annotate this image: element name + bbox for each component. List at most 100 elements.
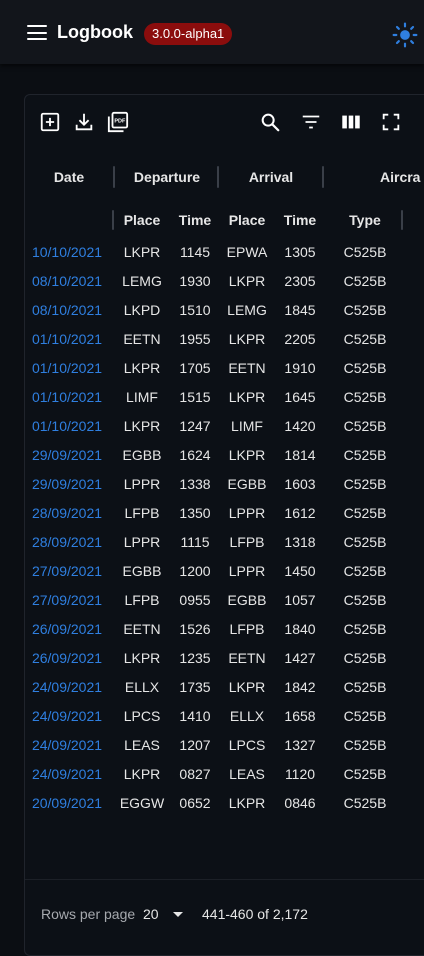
cell-arrival-place: EGBB	[227, 592, 267, 608]
table-row[interactable]: 08/10/2021 LKPD 1510 LEMG 1845 C525B	[25, 296, 424, 325]
version-badge: 3.0.0-alpha1	[144, 23, 233, 45]
rows-per-page-select[interactable]: 20	[143, 906, 159, 922]
table-row[interactable]: 27/09/2021 LFPB 0955 EGBB 1057 C525B	[25, 586, 424, 615]
column-header-departure-time[interactable]: Time	[178, 212, 212, 228]
fullscreen-icon[interactable]	[380, 111, 402, 133]
table-row[interactable]: 26/09/2021 EETN 1526 LFPB 1840 C525B	[25, 615, 424, 644]
cell-date[interactable]: 26/09/2021	[31, 621, 103, 637]
table-row[interactable]: 01/10/2021 LKPR 1247 LIMF 1420 C525B	[25, 412, 424, 441]
cell-date[interactable]: 26/09/2021	[31, 650, 103, 666]
table-row[interactable]: 24/09/2021 ELLX 1735 LKPR 1842 C525B	[25, 673, 424, 702]
sub-header-row: Place Time Place Time Type	[25, 205, 424, 235]
cell-date[interactable]: 27/09/2021	[31, 592, 103, 608]
group-header-row: Date Departure Arrival Aircra	[25, 161, 424, 193]
pdf-icon[interactable]: PDF	[107, 111, 129, 133]
logbook-table-card: PDF Date Departure Arrival Aircra Place …	[24, 94, 424, 956]
cell-date[interactable]: 27/09/2021	[31, 563, 103, 579]
cell-departure-time: 1338	[179, 476, 211, 492]
table-body: 10/10/2021 LKPR 1145 EPWA 1305 C525B 08/10/202…	[25, 238, 424, 818]
column-header-arrival-time[interactable]: Time	[283, 212, 317, 228]
cell-arrival-time: 1845	[284, 302, 316, 318]
cell-departure-time: 1526	[179, 621, 211, 637]
cell-date[interactable]: 24/09/2021	[31, 766, 103, 782]
cell-date[interactable]: 01/10/2021	[31, 389, 103, 405]
cell-date[interactable]: 01/10/2021	[31, 360, 103, 376]
table-row[interactable]: 01/10/2021 EETN 1955 LKPR 2205 C525B	[25, 325, 424, 354]
cell-departure-place: LKPD	[123, 302, 161, 318]
cell-departure-place: LPPR	[123, 534, 161, 550]
cell-arrival-place: LKPR	[228, 389, 266, 405]
table-row[interactable]: 28/09/2021 LFPB 1350 LPPR 1612 C525B	[25, 499, 424, 528]
column-header-departure-place[interactable]: Place	[123, 212, 161, 228]
sun-icon[interactable]	[392, 22, 418, 48]
column-header-arrival[interactable]: Arrival	[248, 169, 294, 185]
cell-aircraft-type: C525B	[343, 563, 387, 579]
cell-aircraft-type: C525B	[343, 795, 387, 811]
cell-date[interactable]: 01/10/2021	[31, 331, 103, 347]
columns-icon[interactable]	[340, 111, 362, 133]
column-divider[interactable]	[322, 166, 324, 188]
column-divider[interactable]	[112, 210, 114, 230]
cell-date[interactable]: 24/09/2021	[31, 679, 103, 695]
table-row[interactable]: 08/10/2021 LEMG 1930 LKPR 2305 C525B	[25, 267, 424, 296]
cell-arrival-time: 1612	[284, 505, 316, 521]
search-icon[interactable]	[259, 111, 281, 133]
cell-arrival-time: 1842	[284, 679, 316, 695]
cell-departure-time: 1350	[179, 505, 211, 521]
cell-departure-time: 0955	[179, 592, 211, 608]
cell-departure-time: 1930	[179, 273, 211, 289]
cell-departure-place: LFPB	[124, 505, 160, 521]
add-box-icon[interactable]	[39, 111, 61, 133]
chevron-down-icon[interactable]	[173, 912, 183, 917]
table-row[interactable]: 01/10/2021 LIMF 1515 LKPR 1645 C525B	[25, 383, 424, 412]
column-divider[interactable]	[217, 166, 219, 188]
table-row[interactable]: 24/09/2021 LPCS 1410 ELLX 1658 C525B	[25, 702, 424, 731]
table-row[interactable]: 26/09/2021 LKPR 1235 EETN 1427 C525B	[25, 644, 424, 673]
cell-arrival-place: LPCS	[228, 737, 266, 753]
cell-date[interactable]: 08/10/2021	[31, 273, 103, 289]
column-header-aircraft-type[interactable]: Type	[349, 212, 381, 228]
cell-departure-place: LKPR	[123, 418, 161, 434]
cell-date[interactable]: 24/09/2021	[31, 708, 103, 724]
cell-date[interactable]: 29/09/2021	[31, 447, 103, 463]
cell-arrival-time: 1427	[284, 650, 316, 666]
column-header-aircraft[interactable]: Aircra	[380, 169, 421, 185]
cell-date[interactable]: 28/09/2021	[31, 534, 103, 550]
cell-departure-place: EETN	[123, 331, 161, 347]
table-row[interactable]: 20/09/2021 EGGW 0652 LKPR 0846 C525B	[25, 789, 424, 818]
table-row[interactable]: 29/09/2021 EGBB 1624 LKPR 1814 C525B	[25, 441, 424, 470]
column-header-date[interactable]: Date	[53, 169, 85, 185]
column-header-departure[interactable]: Departure	[133, 169, 201, 185]
cell-aircraft-type: C525B	[343, 592, 387, 608]
table-row[interactable]: 24/09/2021 LEAS 1207 LPCS 1327 C525B	[25, 731, 424, 760]
cell-departure-place: LPPR	[123, 476, 161, 492]
cell-aircraft-type: C525B	[343, 708, 387, 724]
column-divider[interactable]	[401, 210, 403, 230]
cell-departure-time: 0827	[179, 766, 211, 782]
cell-arrival-time: 0846	[284, 795, 316, 811]
cell-departure-place: LPCS	[123, 708, 161, 724]
cell-departure-time: 1515	[179, 389, 211, 405]
cell-departure-place: EGBB	[122, 563, 162, 579]
menu-icon[interactable]	[27, 25, 47, 40]
cell-date[interactable]: 28/09/2021	[31, 505, 103, 521]
cell-date[interactable]: 29/09/2021	[31, 476, 103, 492]
table-row[interactable]: 28/09/2021 LPPR 1115 LFPB 1318 C525B	[25, 528, 424, 557]
table-row[interactable]: 10/10/2021 LKPR 1145 EPWA 1305 C525B	[25, 238, 424, 267]
cell-date[interactable]: 24/09/2021	[31, 737, 103, 753]
cell-date[interactable]: 01/10/2021	[31, 418, 103, 434]
table-row[interactable]: 27/09/2021 EGBB 1200 LPPR 1450 C525B	[25, 557, 424, 586]
cell-arrival-time: 1318	[284, 534, 316, 550]
cell-departure-time: 1235	[179, 650, 211, 666]
cell-date[interactable]: 20/09/2021	[31, 795, 103, 811]
column-header-arrival-place[interactable]: Place	[228, 212, 266, 228]
column-divider[interactable]	[113, 166, 115, 188]
cell-arrival-place: EETN	[228, 360, 266, 376]
table-row[interactable]: 29/09/2021 LPPR 1338 EGBB 1603 C525B	[25, 470, 424, 499]
cell-date[interactable]: 10/10/2021	[31, 244, 103, 260]
table-row[interactable]: 01/10/2021 LKPR 1705 EETN 1910 C525B	[25, 354, 424, 383]
download-icon[interactable]	[73, 111, 95, 133]
filter-icon[interactable]	[300, 111, 322, 133]
table-row[interactable]: 24/09/2021 LKPR 0827 LEAS 1120 C525B	[25, 760, 424, 789]
cell-date[interactable]: 08/10/2021	[31, 302, 103, 318]
